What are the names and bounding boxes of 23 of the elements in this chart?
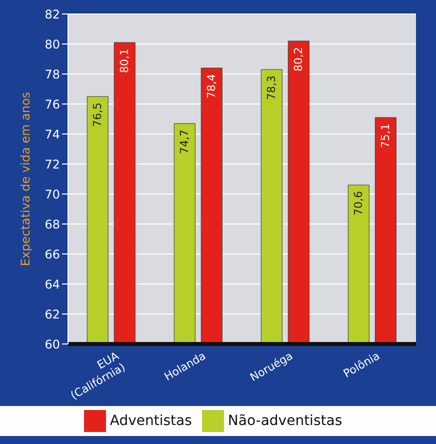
- y-axis-title: Expectativa de vida em anos: [18, 92, 32, 266]
- y-tick-label: 74: [44, 127, 60, 142]
- y-tick-label: 72: [44, 157, 60, 172]
- data-label: 76,5: [91, 102, 104, 127]
- data-label: 75,1: [379, 124, 392, 148]
- data-label: 80,2: [292, 47, 306, 72]
- y-tick-label: 66: [44, 247, 60, 262]
- legend-label: Não-adventistas: [228, 412, 342, 429]
- y-tick-label: 70: [44, 187, 60, 202]
- legend-label: Adventistas: [110, 412, 192, 429]
- y-tick-label: 68: [44, 217, 60, 232]
- y-tick-label: 76: [44, 97, 60, 112]
- y-tick-label: 62: [44, 307, 60, 322]
- data-label: 70,6: [352, 191, 366, 216]
- data-label: 80,1: [118, 48, 132, 73]
- y-tick-label: 80: [44, 37, 60, 52]
- data-label: 74,7: [178, 130, 192, 154]
- y-tick-label: 64: [44, 277, 60, 292]
- y-tick-label: 60: [44, 337, 60, 352]
- y-tick-label: 78: [44, 67, 60, 82]
- data-label: 78,4: [205, 74, 218, 98]
- data-label: 78,3: [265, 76, 278, 100]
- y-tick-label: 82: [44, 7, 60, 22]
